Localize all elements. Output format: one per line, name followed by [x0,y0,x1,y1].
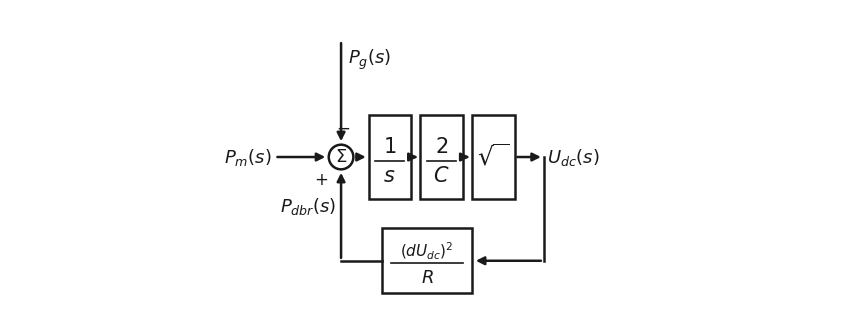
Text: $1$: $1$ [383,137,396,157]
Text: $\sqrt{\ }$: $\sqrt{\ }$ [478,144,510,170]
Text: $\Sigma$: $\Sigma$ [335,148,347,166]
Text: $P_g(s)$: $P_g(s)$ [347,48,391,72]
Text: $C$: $C$ [433,165,450,185]
Text: $2$: $2$ [435,137,448,157]
Text: $s$: $s$ [383,165,396,185]
Text: $P_m(s)$: $P_m(s)$ [224,146,272,167]
Text: $+$: $+$ [314,171,328,189]
Text: $(dU_{dc})^2$: $(dU_{dc})^2$ [400,240,454,262]
Text: $R$: $R$ [420,268,433,287]
FancyBboxPatch shape [382,228,473,293]
Text: $U_{dc}(s)$: $U_{dc}(s)$ [547,146,600,167]
FancyBboxPatch shape [473,115,515,199]
Text: $-$: $-$ [336,119,350,137]
FancyBboxPatch shape [420,115,463,199]
Text: $P_{dbr}(s)$: $P_{dbr}(s)$ [280,196,337,217]
FancyBboxPatch shape [368,115,410,199]
